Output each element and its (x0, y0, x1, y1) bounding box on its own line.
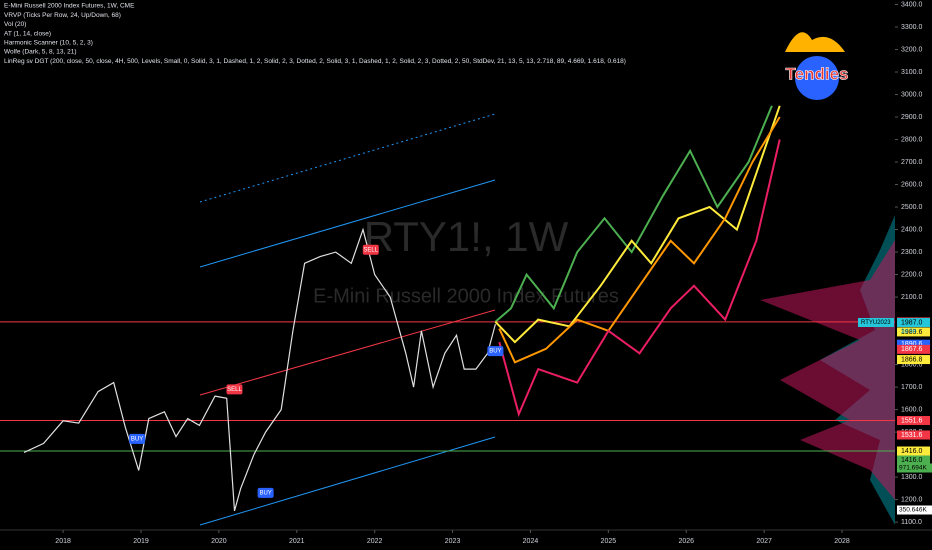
channel-line (199, 436, 496, 526)
legend-line: Wolfe (Dark, 5, 8, 13, 21) (4, 49, 77, 56)
y-tick-label: 2900.0 (901, 114, 923, 121)
logo-circle (795, 56, 839, 100)
price-label: 1551.6 (901, 417, 923, 424)
legend-line: LinReg sv DGT (200, close, 50, close, 4H… (4, 58, 626, 65)
signal-label: BUY (131, 436, 143, 442)
y-tick-label: 3100.0 (901, 69, 923, 76)
forecast-line (498, 116, 781, 364)
signal-label: BUY (489, 349, 501, 355)
volume-label: 350.646K (899, 507, 927, 514)
y-tick-label: 1800.0 (901, 361, 923, 368)
price-label: 1866.8 (901, 356, 923, 363)
price-axis (895, 0, 932, 530)
y-tick-label: 2200.0 (901, 271, 923, 278)
y-tick-label: 1100.0 (901, 519, 922, 526)
signal-label: SELL (227, 387, 242, 393)
y-tick-label: 1300.0 (901, 474, 923, 481)
y-tick-label: 2800.0 (901, 136, 923, 143)
y-tick-label: 2500.0 (901, 204, 923, 211)
x-tick-label: 2027 (756, 538, 772, 545)
forecast-line (498, 139, 781, 418)
y-tick-label: 3400.0 (901, 1, 923, 8)
forecast-line (494, 105, 773, 323)
y-tick-label: 3000.0 (901, 91, 923, 98)
countdown: 2d 5h (901, 329, 916, 335)
price-label: 1531.6 (901, 432, 923, 439)
signal-marker (257, 487, 274, 498)
logo: Tendies (785, 32, 849, 100)
price-label: 1890.6 (901, 341, 923, 348)
watermark-subtitle: E-Mini Russell 2000 Index Futures (313, 285, 619, 307)
x-tick-label: 2020 (211, 538, 227, 545)
x-tick-label: 2021 (289, 538, 305, 545)
legend-line: VRVP (Ticks Per Row, 24, Up/Down, 68) (4, 12, 121, 19)
forecast-line (494, 105, 781, 344)
y-tick-label: 1700.0 (901, 384, 923, 391)
y-tick-label: 1600.0 (901, 406, 923, 413)
x-tick-label: 2018 (55, 538, 71, 545)
volume-profile (760, 240, 895, 500)
x-tick-label: 2023 (445, 538, 461, 545)
volume-label: 971.694K (899, 465, 927, 472)
legend-line: Harmonic Scanner (10, 5, 2, 3) (4, 40, 93, 47)
legend: E-Mini Russell 2000 Index Futures, 1W, C… (4, 3, 626, 65)
signal-marker (226, 384, 243, 395)
y-tick-label: 3300.0 (901, 24, 923, 31)
watermark: RTY1!, 1W (364, 213, 569, 260)
x-tick-label: 2022 (367, 538, 383, 545)
y-tick-label: 1200.0 (901, 496, 923, 503)
y-tick-label: 3200.0 (901, 46, 923, 53)
logo-duck (785, 32, 845, 52)
signal-marker (129, 433, 146, 444)
x-tick-label: 2025 (601, 538, 617, 545)
y-tick-label: 2300.0 (901, 249, 923, 256)
price-label: 1867.6 (901, 346, 923, 353)
legend-line: Vol (20) (4, 21, 26, 28)
symbol-tag: RTYU2023 (861, 320, 891, 326)
price-label-box (897, 415, 930, 425)
x-tick-label: 2026 (678, 538, 694, 545)
price-label: 1416.0 (901, 457, 923, 464)
x-tick-label: 2024 (523, 538, 539, 545)
price-label-box (897, 446, 930, 456)
y-tick-label: 2600.0 (901, 181, 923, 188)
signal-label: SELL (363, 247, 378, 253)
volume-label-box (897, 505, 932, 515)
signal-label: BUY (259, 490, 271, 496)
price-label: 1989.6 (901, 329, 923, 336)
legend-line: E-Mini Russell 2000 Index Futures, 1W, C… (4, 3, 135, 10)
y-tick-label: 2400.0 (901, 226, 923, 233)
y-tick-label: 2100.0 (901, 294, 923, 301)
price-label-box (897, 339, 930, 349)
price-label-box (897, 430, 930, 440)
price-label: 1416.0 (901, 448, 923, 455)
price-label-box (897, 355, 930, 365)
channel-line (199, 113, 496, 203)
price-label-box (897, 344, 930, 354)
logo-text: Tendies (786, 64, 849, 83)
y-tick-label: 2700.0 (901, 159, 923, 166)
price-label: 1987.0 (901, 319, 923, 326)
price-label-box (897, 318, 930, 328)
channel-line (199, 309, 496, 396)
signal-marker (487, 346, 504, 357)
symbol-tag-box (858, 318, 894, 328)
x-tick-label: 2028 (834, 538, 850, 545)
price-label-box (897, 455, 930, 465)
volume-label-box (897, 463, 932, 473)
x-tick-label: 2019 (133, 538, 149, 545)
price-label-box (897, 327, 930, 337)
legend-line: AT (1, 14, close) (4, 30, 51, 37)
signal-marker (362, 244, 379, 255)
channel-line (199, 179, 496, 268)
price-line (23, 227, 496, 512)
